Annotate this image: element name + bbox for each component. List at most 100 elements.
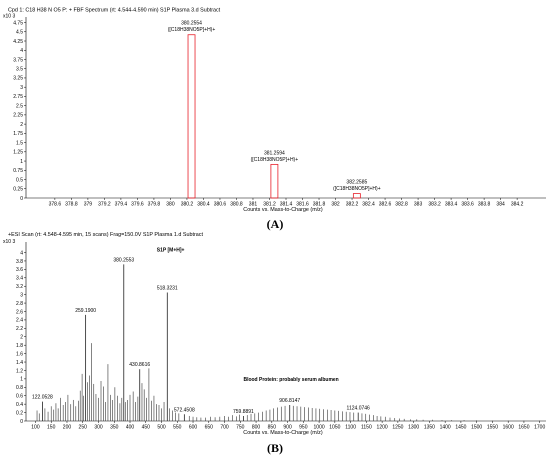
panel-a: Cpd 1: C18 H38 N O5 P: + FBF Spectrum (r… <box>3 8 546 213</box>
panel-b-x-tick-label: 750 <box>236 425 245 431</box>
panel-b-y-tick-label: 1 <box>20 377 23 383</box>
panel-a-y-exponent: x10 3 <box>3 14 15 20</box>
panel-b-x-label: Counts vs. Mass-to-Charge (m/z) <box>243 430 323 436</box>
panel-a-peak-label: 381.2594 <box>264 150 285 156</box>
panel-a-x-tick-label: 380 <box>166 202 175 208</box>
panel-b-title: +ESI Scan (rt: 4.548-4.595 min, 15 scans… <box>8 232 203 238</box>
panel-b-peak-label: 518.3231 <box>157 286 178 292</box>
panel-b-y-tick-label: 4 <box>20 250 23 256</box>
panel-b-x-tick-label: 250 <box>79 425 88 431</box>
panel-a-x-tick-label: 381 <box>249 202 258 208</box>
panel-b-x-tick-label: 1300 <box>408 425 419 431</box>
panel-b-peak-label: 122.0528 <box>32 395 53 401</box>
panel-b-minor-peaks <box>36 343 540 421</box>
panel-b-x-tick-label: 1150 <box>361 425 372 431</box>
panel-a-y-tick-label: 0 <box>20 196 23 202</box>
panel-b-y-tick-label: 1.4 <box>16 360 23 366</box>
panel-b-labeled-peaks: 122.0528 259.1900 380.2553 430.8616 518.3231… <box>32 257 370 421</box>
panel-a-y-tick-label: 2.5 <box>16 103 23 109</box>
panel-a-x-tick-label: 383.6 <box>461 202 474 208</box>
panel-b-x-tick-label: 550 <box>173 425 182 431</box>
panel-b-x-tick-label: 400 <box>126 425 135 431</box>
panel-b-x-tick-label: 950 <box>299 425 308 431</box>
panel-a-x-tick-label: 379.2 <box>98 202 111 208</box>
panel-b-x-tick-label: 700 <box>220 425 229 431</box>
panel-b-x-tick-label: 350 <box>110 425 119 431</box>
panel-b-x-tick-label: 1650 <box>518 425 529 431</box>
panel-a-y-tick-label: 0.75 <box>13 168 23 174</box>
panel-a-x-tick-label: 383.4 <box>445 202 458 208</box>
panel-b-y-tick-label: 2.8 <box>16 301 23 307</box>
panel-b-y-tick-label: 3.2 <box>16 284 23 290</box>
panel-b-x-tick-label: 1600 <box>503 425 514 431</box>
panel-b-peak-label: 572.4508 <box>174 407 195 413</box>
panel-b-x-tick-label: 100 <box>31 425 40 431</box>
panel-b-y-tick-label: 1.8 <box>16 343 23 349</box>
panel-b-x-tick-label: 600 <box>189 425 198 431</box>
panel-b-x-tick-label: 1200 <box>377 425 388 431</box>
panel-b-y-tick-label: 0.4 <box>16 402 23 408</box>
panel-b-x-tick-label: 850 <box>268 425 277 431</box>
panel-b-y-tick-label: 3 <box>20 292 23 298</box>
panel-a-x-tick-label: 383.2 <box>428 202 441 208</box>
panel-a-peak-bar <box>270 163 279 199</box>
panel-a-y-tick-label: 1.25 <box>13 150 23 156</box>
panel-b-letter: (B) <box>267 441 283 455</box>
panel-a-x-tick-label: 378.8 <box>65 202 78 208</box>
panel-a-peak-formula: ([C18H38NO5P]+H)+ <box>168 27 216 33</box>
panel-b-x-tick-label: 200 <box>63 425 72 431</box>
panel-a-y-tick-label: 2 <box>20 122 23 128</box>
panel-b-y-tick-label: 1.6 <box>16 351 23 357</box>
panel-b-s1p-annotation: S1P [M+H]+ <box>157 248 185 254</box>
panel-a-x-tick-label: 382.4 <box>362 202 375 208</box>
panel-a-title: Cpd 1: C18 H38 N O5 P: + FBF Spectrum (r… <box>8 8 221 14</box>
panel-a-x-tick-label: 382.6 <box>379 202 392 208</box>
panel-a-peak-formula: ([C18H38NO5P]+H)+ <box>333 186 381 192</box>
panel-a-letter: (A) <box>267 217 284 231</box>
panel-b-x-tick-label: 500 <box>157 425 166 431</box>
panel-b-y-tick-label: 3.6 <box>16 267 23 273</box>
panel-a-y-ticks: 0 0.25 0.5 0.75 1 1.25 1.5 1.75 2 2.25 2.5 2.75 3 3.2… <box>13 20 26 202</box>
panel-b-y-tick-label: 3.8 <box>16 259 23 265</box>
panel-a-y-tick-label: 2.75 <box>13 94 23 100</box>
panel-b-x-tick-label: 1250 <box>392 425 403 431</box>
panel-a-x-tick-label: 380.2 <box>181 202 194 208</box>
panel-a-x-tick-label: 383 <box>414 202 423 208</box>
panel-a-x-tick-label: 379 <box>84 202 93 208</box>
panel-a-x-tick-label: 384 <box>496 202 505 208</box>
panel-a-x-tick-label: 380.6 <box>214 202 227 208</box>
panel-b-x-tick-label: 150 <box>47 425 56 431</box>
panel-a-x-ticks: 378.6 378.8 379 379.2 379.4 379.6 379.8 380 380.… <box>49 198 524 208</box>
panel-a-x-tick-label: 379.8 <box>148 202 161 208</box>
panel-a-y-tick-label: 1.75 <box>13 131 23 137</box>
panel-b-x-tick-label: 650 <box>205 425 214 431</box>
panel-b-y-exponent: x10 3 <box>3 239 15 245</box>
panel-b-x-tick-label: 1350 <box>424 425 435 431</box>
panel-a-peak-label: 380.2554 <box>181 21 202 27</box>
panel-a-y-tick-label: 1 <box>20 159 23 165</box>
panel-a-x-tick-label: 381.2 <box>263 202 276 208</box>
panel-b-y-tick-label: 2.4 <box>16 318 23 324</box>
panel-b-peak-label: 1124.0746 <box>347 406 370 412</box>
panel-b-peak-label: 906.8147 <box>279 398 300 404</box>
panel-a-peaks: 380.2554([C18H38NO5P]+H)+381.2594([C18H3… <box>168 21 381 199</box>
panel-a-x-tick-label: 384.2 <box>511 202 524 208</box>
panel-b: +ESI Scan (rt: 4.548-4.595 min, 15 scans… <box>3 232 546 436</box>
panel-b-annotations: S1P [M+H]+ Blood Protein: probably serum … <box>157 248 339 383</box>
panel-a-y-tick-label: 4.75 <box>13 20 23 26</box>
panel-a-x-tick-label: 378.6 <box>49 202 62 208</box>
panel-a-y-tick-label: 4.5 <box>16 30 23 36</box>
panel-b-peak-label: 259.1900 <box>75 308 96 314</box>
panel-b-peak-label: 759.8891 <box>233 409 254 415</box>
panel-b-x-ticks: 100 150 200 250 300 350 400 450 500 550 600 650 700 7… <box>31 421 545 431</box>
panel-a-x-tick-label: 379.4 <box>115 202 128 208</box>
panel-a-y-tick-label: 3.25 <box>13 76 23 82</box>
panel-b-x-tick-label: 1700 <box>534 425 545 431</box>
panel-a-y-tick-label: 4.25 <box>13 39 23 45</box>
panel-b-y-tick-label: 0.6 <box>16 394 23 400</box>
panel-a-x-tick-label: 381.4 <box>280 202 293 208</box>
panel-b-x-tick-label: 1400 <box>440 425 451 431</box>
panel-a-x-tick-label: 381.8 <box>313 202 326 208</box>
panel-a-peak-label: 382.2585 <box>346 180 367 186</box>
panel-a-peak-bar <box>187 34 196 199</box>
